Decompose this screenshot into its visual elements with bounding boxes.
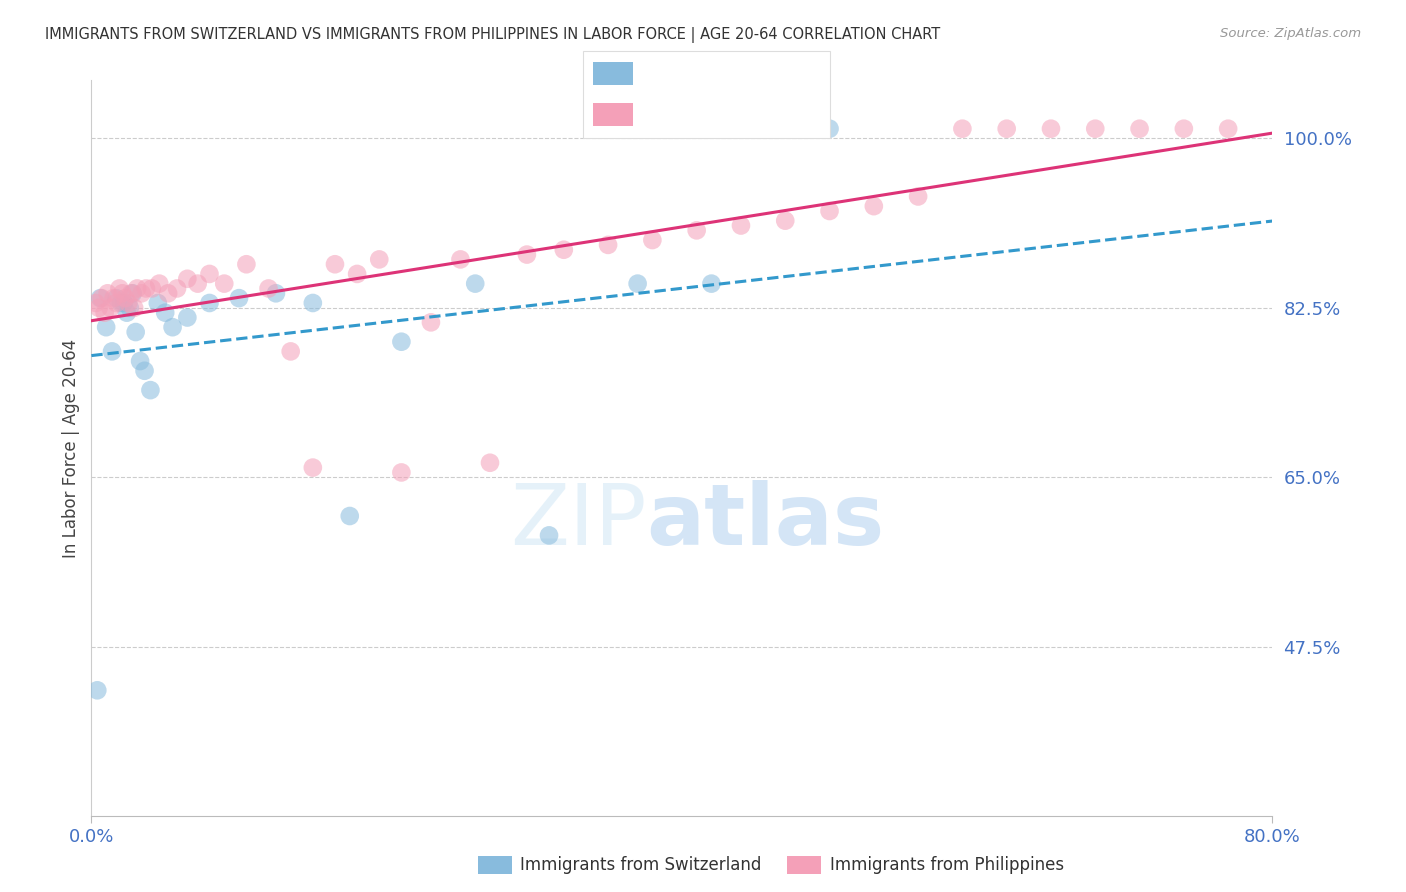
- Point: [950, 121, 973, 136]
- Point: [301, 296, 323, 310]
- Text: IMMIGRANTS FROM SWITZERLAND VS IMMIGRANTS FROM PHILIPPINES IN LABOR FORCE | AGE : IMMIGRANTS FROM SWITZERLAND VS IMMIGRANT…: [45, 27, 941, 43]
- Point: [93, 306, 115, 320]
- Point: [118, 301, 141, 315]
- Point: [115, 306, 138, 320]
- Point: [818, 121, 841, 136]
- Point: [90, 291, 112, 305]
- Point: [120, 286, 142, 301]
- Point: [1218, 121, 1240, 136]
- Point: [134, 364, 156, 378]
- Point: [464, 277, 486, 291]
- Point: [346, 267, 368, 281]
- Point: [1173, 121, 1195, 136]
- Text: atlas: atlas: [647, 480, 884, 564]
- Point: [264, 286, 287, 301]
- Point: [1129, 121, 1152, 136]
- Point: [187, 277, 209, 291]
- Point: [280, 344, 302, 359]
- Point: [730, 219, 752, 233]
- Point: [166, 281, 188, 295]
- Point: [97, 286, 120, 301]
- Point: [627, 277, 650, 291]
- Point: [995, 121, 1018, 136]
- Point: [122, 301, 145, 315]
- Point: [108, 281, 131, 295]
- Point: [135, 281, 157, 295]
- Point: [131, 286, 153, 301]
- Point: [419, 315, 441, 329]
- Point: [301, 460, 323, 475]
- Y-axis label: In Labor Force | Age 20-64: In Labor Force | Age 20-64: [62, 339, 80, 558]
- Text: N = 29: N = 29: [738, 58, 801, 76]
- Point: [105, 296, 128, 310]
- Point: [141, 281, 163, 295]
- Point: [100, 301, 122, 315]
- Point: [105, 291, 128, 305]
- Text: N = 62: N = 62: [738, 99, 801, 117]
- Point: [139, 383, 162, 397]
- Point: [214, 277, 236, 291]
- Point: [101, 344, 124, 359]
- Point: [773, 213, 796, 227]
- Point: [391, 334, 413, 349]
- Point: [148, 277, 170, 291]
- Point: [1040, 121, 1063, 136]
- Point: [129, 354, 152, 368]
- Point: [368, 252, 391, 267]
- Point: [516, 247, 538, 261]
- Point: [114, 291, 136, 305]
- Point: [450, 252, 472, 267]
- Point: [176, 310, 198, 325]
- Point: [146, 296, 169, 310]
- Point: [162, 320, 184, 334]
- Point: [818, 204, 841, 219]
- Point: [686, 223, 709, 237]
- Text: Source: ZipAtlas.com: Source: ZipAtlas.com: [1220, 27, 1361, 40]
- Point: [228, 291, 250, 305]
- Point: [641, 233, 664, 247]
- Point: [84, 296, 107, 310]
- Point: [553, 243, 575, 257]
- Point: [111, 286, 134, 301]
- Point: [96, 320, 118, 334]
- Point: [862, 199, 886, 213]
- Point: [87, 301, 110, 315]
- Point: [1084, 121, 1107, 136]
- Point: [112, 296, 135, 310]
- Point: [198, 267, 221, 281]
- Point: [127, 281, 149, 295]
- Point: [323, 257, 346, 271]
- Point: [537, 528, 560, 542]
- Point: [235, 257, 257, 271]
- Point: [157, 286, 180, 301]
- Text: Immigrants from Philippines: Immigrants from Philippines: [830, 856, 1064, 874]
- Point: [478, 456, 502, 470]
- Point: [257, 281, 280, 295]
- Point: [339, 508, 361, 523]
- Point: [103, 291, 125, 305]
- Text: R = 0.502: R = 0.502: [643, 99, 733, 117]
- Point: [391, 466, 413, 480]
- Point: [153, 306, 177, 320]
- Text: ZIP: ZIP: [510, 480, 647, 564]
- Point: [117, 296, 139, 310]
- Point: [198, 296, 221, 310]
- Point: [598, 238, 620, 252]
- Point: [121, 286, 143, 301]
- Point: [86, 683, 108, 698]
- Point: [110, 296, 132, 310]
- Point: [89, 291, 111, 305]
- Text: Immigrants from Switzerland: Immigrants from Switzerland: [520, 856, 762, 874]
- Point: [700, 277, 723, 291]
- Point: [176, 272, 198, 286]
- Point: [124, 325, 148, 339]
- Point: [907, 189, 929, 203]
- Text: R = 0.285: R = 0.285: [643, 58, 733, 76]
